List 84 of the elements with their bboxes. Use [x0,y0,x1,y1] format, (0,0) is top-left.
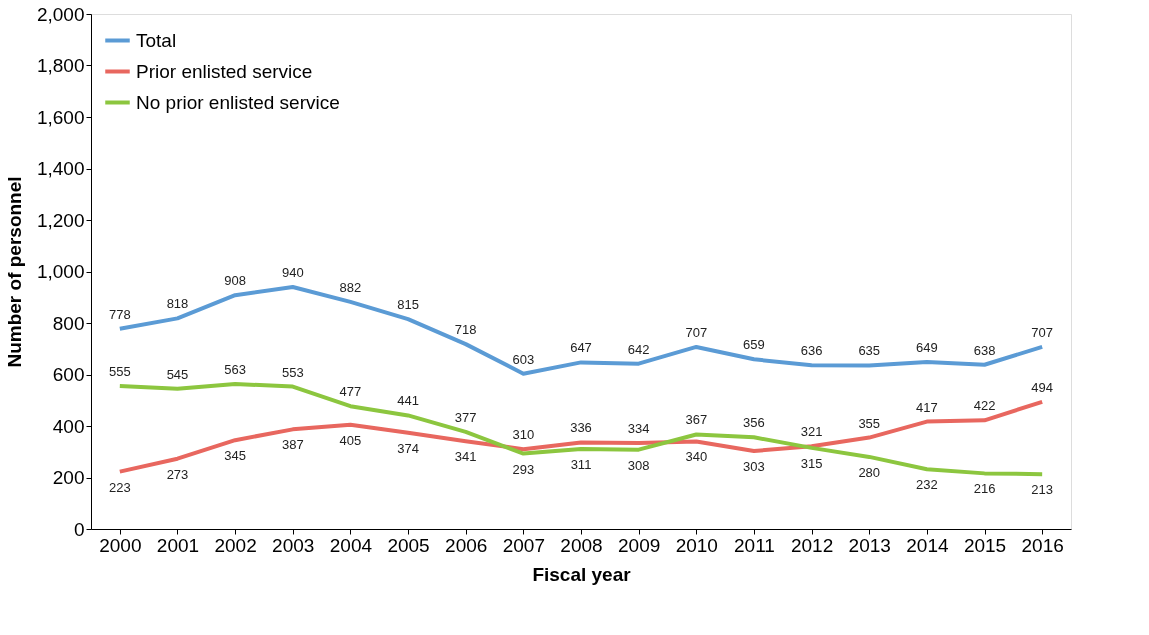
data-label: 707 [1031,324,1054,340]
data-label: 367 [685,412,708,428]
x-tick-label: 2002 [214,534,257,556]
data-label: 477 [339,384,362,400]
data-label: 356 [743,415,765,431]
data-label: 908 [224,273,246,289]
x-tick-label: 2013 [848,534,891,556]
data-label: 341 [454,449,477,465]
data-label: 293 [512,461,535,477]
data-label: 441 [397,393,419,409]
data-label: 642 [627,341,650,357]
x-tick-label: 2011 [734,534,775,556]
y-tick-label: 1,600 [36,106,85,128]
data-label: 345 [224,448,246,464]
x-tick-label: 2005 [387,534,430,556]
x-tick-label: 2000 [99,534,142,556]
data-label: 659 [743,337,765,353]
data-label: 387 [281,437,304,453]
data-label: 815 [397,297,419,313]
data-label: 310 [512,427,535,443]
data-label: 647 [570,340,592,356]
y-tick-label: 600 [52,364,85,385]
y-tick-label: 1,800 [36,55,85,76]
data-label: 340 [685,449,708,465]
x-tick-label: 2014 [906,534,949,556]
x-tick-label: 2016 [1021,534,1064,556]
x-tick-label: 2010 [675,534,718,556]
y-tick-label: 1,000 [36,261,85,282]
data-label: 718 [454,322,477,338]
data-label: 232 [916,477,938,493]
data-label: 882 [339,279,362,295]
data-label: 649 [916,339,938,355]
data-label: 216 [973,481,996,497]
data-label: 315 [800,455,823,471]
x-tick-label: 2015 [963,534,1007,556]
data-label: 778 [108,306,131,322]
data-label: 280 [858,464,881,480]
data-label: 818 [166,296,189,312]
y-tick-label: 800 [52,312,85,334]
x-axis-title: Fiscal year [532,563,632,585]
data-label: 405 [339,432,362,448]
data-label: 308 [627,457,650,473]
data-label: 555 [108,364,131,380]
data-label: 553 [281,364,304,380]
x-tick-label: 2003 [272,534,315,556]
data-label: 638 [973,342,996,358]
data-label: 417 [916,399,938,415]
data-label: 635 [858,343,881,359]
y-tick-label: 400 [52,415,85,437]
data-label: 336 [570,420,592,436]
x-tick-label: 2009 [618,534,661,556]
y-tick-label: 0 [73,518,85,540]
data-label: 563 [224,362,246,378]
data-label: 355 [858,415,881,431]
data-label: 422 [973,398,996,414]
x-tick-label: 2006 [445,534,488,556]
data-label: 223 [108,479,131,495]
data-label: 636 [800,343,823,359]
legend-label: Total [136,29,177,51]
data-label: 273 [166,466,189,482]
data-label: 707 [685,324,708,340]
data-label: 374 [397,440,419,456]
y-tick-label: 1,400 [36,158,85,179]
x-tick-label: 2004 [329,534,373,556]
data-label: 494 [1031,379,1054,395]
x-tick-label: 2007 [502,534,545,556]
y-tick-label: 2,000 [36,3,85,25]
data-label: 321 [800,424,823,440]
data-label: 940 [281,264,304,280]
y-tick-label: 1,200 [36,209,85,231]
data-label: 545 [166,366,189,382]
y-axis-title: Number of personnel [3,176,25,368]
data-label: 377 [454,409,477,425]
data-label: 334 [627,420,650,436]
legend-label: Prior enlisted service [136,60,313,82]
data-label: 603 [512,351,535,367]
legend-label: No prior enlisted service [136,91,340,113]
x-tick-label: 2001 [156,534,200,556]
y-tick-label: 200 [52,467,85,488]
x-tick-label: 2008 [560,534,603,556]
data-label: 303 [743,458,765,474]
x-tick-label: 2012 [790,534,834,556]
data-label: 311 [570,456,592,472]
data-label: 213 [1031,482,1054,498]
